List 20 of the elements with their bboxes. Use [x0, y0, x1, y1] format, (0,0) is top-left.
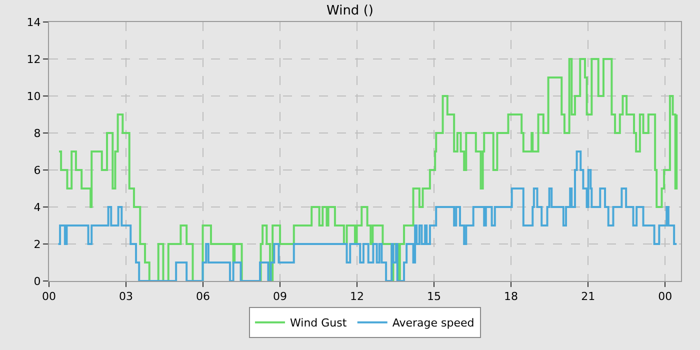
x-tick-label: 21: [581, 290, 596, 304]
legend-label: Average speed: [392, 316, 474, 330]
x-tick-label: 06: [196, 290, 210, 304]
legend-label: Wind Gust: [290, 316, 348, 330]
x-tick-label: 09: [273, 290, 288, 304]
y-tick-label: 0: [34, 274, 41, 288]
x-tick-label: 00: [658, 290, 672, 304]
y-tick-label: 4: [34, 200, 41, 214]
x-tick-label: 03: [119, 290, 134, 304]
y-tick-label: 6: [34, 164, 41, 177]
y-tick-label: 8: [34, 126, 41, 140]
y-tick-label: 10: [26, 90, 41, 103]
x-tick-label: 00: [42, 290, 56, 304]
x-tick-label: 12: [350, 290, 364, 304]
y-tick-label: 14: [26, 16, 41, 29]
y-tick-label: 12: [26, 52, 41, 66]
chart-title: Wind (): [326, 3, 374, 18]
x-tick-label: 18: [504, 290, 518, 304]
y-tick-label: 2: [34, 238, 41, 251]
x-tick-label: 15: [427, 290, 442, 304]
